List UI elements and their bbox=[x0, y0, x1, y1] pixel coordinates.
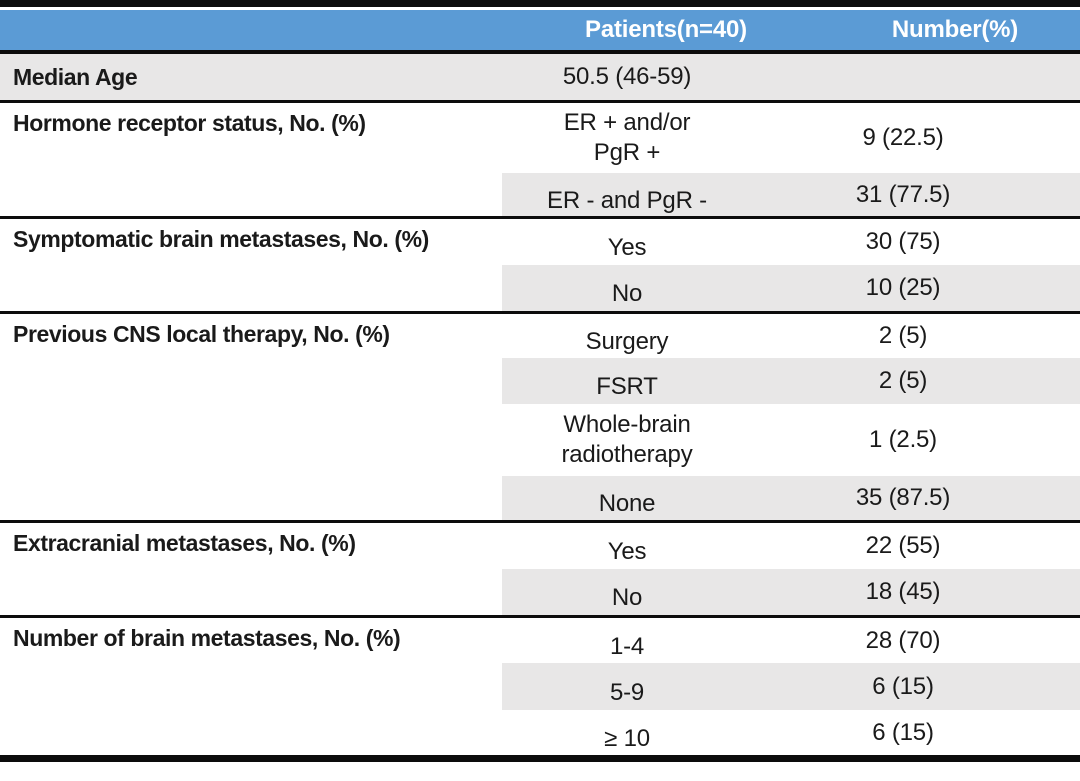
column-header-patients: Patients(n=40) bbox=[585, 16, 747, 43]
row-label-symptomatic: Symptomatic brain metastases, No. (%) bbox=[13, 226, 429, 252]
cell-surgery-value: Surgery bbox=[585, 328, 669, 355]
cell-surgery-number: 2 (5) bbox=[878, 322, 928, 349]
cell-extracranial-no-number: 18 (45) bbox=[865, 578, 941, 605]
table-row: No 10 (25) bbox=[502, 265, 1080, 311]
table-row: 5-9 6 (15) bbox=[502, 663, 1080, 710]
cell-none-value: None bbox=[598, 490, 656, 517]
row-label-extracranial: Extracranial metastases, No. (%) bbox=[13, 530, 356, 556]
table-row: ER + and/or PgR + 9 (22.5) bbox=[502, 103, 1080, 173]
cell-gte-10-value: ≥ 10 bbox=[604, 724, 650, 752]
table-row: Yes 22 (55) bbox=[502, 523, 1080, 569]
cell-extracranial-yes-number: 22 (55) bbox=[865, 532, 941, 559]
cell-fsrt-value: FSRT bbox=[596, 373, 658, 400]
cell-median-age-number bbox=[752, 54, 1080, 100]
table-row: ER - and PgR - 31 (77.5) bbox=[502, 173, 1080, 216]
section-rows: 1-4 28 (70) 5-9 6 (15) ≥ 10 6 (15) bbox=[502, 618, 1080, 755]
table-row: 1-4 28 (70) bbox=[502, 618, 1080, 663]
table-row: Surgery 2 (5) bbox=[502, 314, 1080, 358]
table-row: Whole-brain radiotherapy 1 (2.5) bbox=[502, 404, 1080, 476]
cell-gte-10-number: 6 (15) bbox=[872, 718, 934, 746]
cell-er-positive-number: 9 (22.5) bbox=[862, 124, 944, 151]
section-rows: Yes 22 (55) No 18 (45) bbox=[502, 523, 1080, 615]
cell-extracranial-yes-value: Yes bbox=[607, 538, 647, 565]
section-number-brain-metastases: Number of brain metastases, No. (%) 1-4 … bbox=[0, 618, 1080, 762]
table-row: No 18 (45) bbox=[502, 569, 1080, 615]
cell-5-9-value: 5-9 bbox=[609, 678, 645, 706]
row-label-hormone-receptor: Hormone receptor status, No. (%) bbox=[13, 110, 366, 136]
cell-wbrt-value: Whole-brain radiotherapy bbox=[561, 411, 693, 468]
cell-er-positive-value: ER + and/or PgR + bbox=[563, 109, 691, 166]
cell-wbrt-number: 1 (2.5) bbox=[869, 426, 937, 453]
cell-er-negative-number: 31 (77.5) bbox=[855, 180, 951, 208]
section-rows: ER + and/or PgR + 9 (22.5) ER - and PgR … bbox=[502, 103, 1080, 216]
section-median-age: Median Age 50.5 (46-59) bbox=[0, 54, 1080, 103]
cell-5-9-number: 6 (15) bbox=[872, 672, 934, 700]
table-row: None 35 (87.5) bbox=[502, 476, 1080, 520]
row-label-number-metastases: Number of brain metastases, No. (%) bbox=[13, 625, 401, 651]
cell-1-4-value: 1-4 bbox=[609, 632, 645, 660]
section-previous-cns-therapy: Previous CNS local therapy, No. (%) Surg… bbox=[0, 314, 1080, 523]
cell-symptomatic-no-number: 10 (25) bbox=[865, 274, 941, 301]
section-rows: 50.5 (46-59) bbox=[502, 54, 1080, 100]
table-row: FSRT 2 (5) bbox=[502, 358, 1080, 404]
row-label-cns-therapy: Previous CNS local therapy, No. (%) bbox=[13, 321, 390, 347]
cell-symptomatic-no-value: No bbox=[611, 280, 643, 307]
table-row: ≥ 10 6 (15) bbox=[502, 710, 1080, 755]
section-symptomatic-brain-metastases: Symptomatic brain metastases, No. (%) Ye… bbox=[0, 219, 1080, 314]
section-rows: Surgery 2 (5) FSRT 2 (5) Whole-brain rad… bbox=[502, 314, 1080, 520]
column-header-number: Number(%) bbox=[891, 16, 1019, 43]
row-label-median-age: Median Age bbox=[13, 63, 138, 90]
cell-none-number: 35 (87.5) bbox=[855, 484, 951, 511]
cell-extracranial-no-value: No bbox=[611, 584, 643, 611]
section-rows: Yes 30 (75) No 10 (25) bbox=[502, 219, 1080, 311]
top-border-rule bbox=[0, 0, 1080, 7]
cell-fsrt-number: 2 (5) bbox=[878, 367, 928, 394]
cell-1-4-number: 28 (70) bbox=[865, 626, 941, 654]
section-hormone-receptor-status: Hormone receptor status, No. (%) ER + an… bbox=[0, 103, 1080, 219]
table-row: 50.5 (46-59) bbox=[502, 54, 1080, 100]
cell-symptomatic-yes-value: Yes bbox=[607, 234, 647, 261]
cell-symptomatic-yes-number: 30 (75) bbox=[865, 228, 941, 255]
table-header-row: Patients(n=40) Number(%) bbox=[0, 10, 1080, 54]
table-row: Yes 30 (75) bbox=[502, 219, 1080, 265]
cell-median-age-value: 50.5 (46-59) bbox=[562, 63, 692, 90]
section-extracranial-metastases: Extracranial metastases, No. (%) Yes 22 … bbox=[0, 523, 1080, 618]
cell-er-negative-value: ER - and PgR - bbox=[547, 186, 707, 214]
